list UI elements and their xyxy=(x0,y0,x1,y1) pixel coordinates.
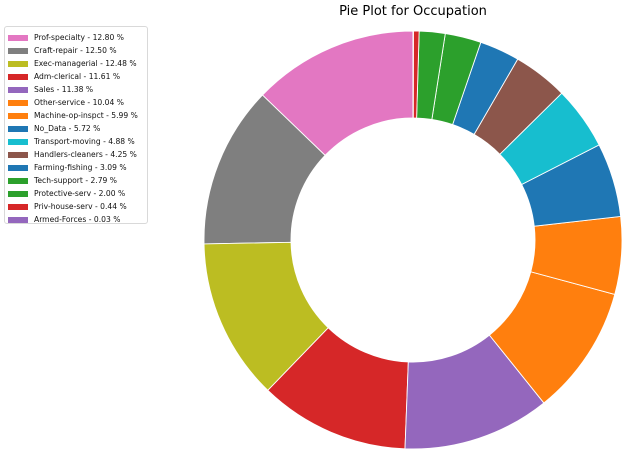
legend-swatch xyxy=(8,99,28,106)
legend-label: Farming-fishing - 3.09 % xyxy=(34,163,127,172)
legend-item: Adm-clerical - 11.61 % xyxy=(8,70,147,83)
legend: Prof-specialty - 12.80 % Craft-repair - 1… xyxy=(4,26,148,224)
legend-swatch xyxy=(8,190,28,197)
legend-item: Tech-support - 2.79 % xyxy=(8,174,147,187)
legend-item: Other-service - 10.04 % xyxy=(8,96,147,109)
legend-swatch xyxy=(8,216,28,223)
legend-label: Protective-serv - 2.00 % xyxy=(34,189,126,198)
legend-label: Tech-support - 2.79 % xyxy=(34,176,118,185)
legend-swatch xyxy=(8,151,28,158)
legend-label: Machine-op-inspct - 5.99 % xyxy=(34,111,138,120)
legend-swatch xyxy=(8,203,28,210)
legend-label: Prof-specialty - 12.80 % xyxy=(34,33,124,42)
legend-label: Armed-Forces - 0.03 % xyxy=(34,215,121,224)
legend-item: Sales - 11.38 % xyxy=(8,83,147,96)
legend-swatch xyxy=(8,125,28,132)
legend-label: Craft-repair - 12.50 % xyxy=(34,46,117,55)
legend-label: Adm-clerical - 11.61 % xyxy=(34,72,121,81)
legend-swatch xyxy=(8,86,28,93)
legend-swatch xyxy=(8,177,28,184)
legend-swatch xyxy=(8,138,28,145)
legend-label: Other-service - 10.04 % xyxy=(34,98,124,107)
legend-label: Transport-moving - 4.88 % xyxy=(34,137,135,146)
legend-item: Protective-serv - 2.00 % xyxy=(8,187,147,200)
chart-title: Pie Plot for Occupation xyxy=(339,4,487,19)
legend-item: Transport-moving - 4.88 % xyxy=(8,135,147,148)
legend-item: Exec-managerial - 12.48 % xyxy=(8,57,147,70)
legend-label: Priv-house-serv - 0.44 % xyxy=(34,202,127,211)
legend-swatch xyxy=(8,34,28,41)
legend-swatch xyxy=(8,60,28,67)
legend-item: Armed-Forces - 0.03 % xyxy=(8,213,147,226)
legend-swatch xyxy=(8,73,28,80)
legend-label: No_Data - 5.72 % xyxy=(34,124,101,133)
legend-swatch xyxy=(8,47,28,54)
legend-label: Handlers-cleaners - 4.25 % xyxy=(34,150,137,159)
legend-item: Prof-specialty - 12.80 % xyxy=(8,31,147,44)
legend-item: No_Data - 5.72 % xyxy=(8,122,147,135)
legend-swatch xyxy=(8,164,28,171)
legend-item: Priv-house-serv - 0.44 % xyxy=(8,200,147,213)
legend-item: Handlers-cleaners - 4.25 % xyxy=(8,148,147,161)
legend-item: Machine-op-inspct - 5.99 % xyxy=(8,109,147,122)
legend-swatch xyxy=(8,112,28,119)
legend-label: Sales - 11.38 % xyxy=(34,85,94,94)
legend-item: Craft-repair - 12.50 % xyxy=(8,44,147,57)
legend-item: Farming-fishing - 3.09 % xyxy=(8,161,147,174)
legend-label: Exec-managerial - 12.48 % xyxy=(34,59,137,68)
